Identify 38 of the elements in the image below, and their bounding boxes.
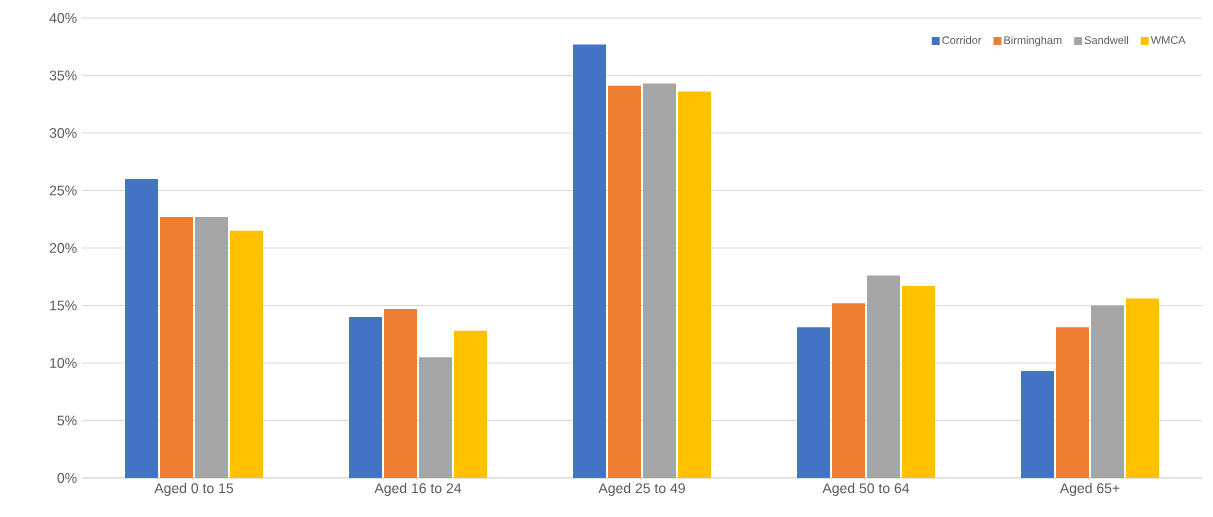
y-tick-label: 40%: [49, 13, 77, 23]
y-tick-label: 30%: [49, 128, 77, 138]
bar: [1091, 305, 1125, 478]
legend-label: Birmingham: [1004, 36, 1062, 47]
x-tick-label: Aged 65+: [1059, 482, 1120, 496]
x-tick-label: Aged 16 to 24: [374, 482, 462, 496]
y-tick-label: 10%: [50, 358, 77, 368]
bar: [797, 327, 831, 478]
x-tick-label: Aged 50 to 64: [822, 482, 910, 496]
legend-label: Corridor: [942, 36, 982, 45]
y-tick-label: 0%: [57, 473, 77, 483]
bar: [1056, 327, 1090, 478]
bar: [678, 91, 712, 478]
bar: [230, 230, 263, 478]
bar: [160, 216, 193, 478]
bar: [454, 330, 488, 478]
bar: [419, 357, 452, 478]
x-tick-label: Aged 25 to 49: [598, 482, 685, 496]
x-tick-label: Aged 0 to 15: [154, 482, 234, 496]
bar: [608, 85, 641, 478]
bar: [384, 308, 417, 478]
bar: [195, 216, 228, 478]
bar: [573, 44, 607, 478]
y-tick-label: 25%: [49, 185, 77, 196]
bar: [867, 275, 901, 478]
bar: [832, 303, 866, 478]
y-tick-label: 5%: [57, 415, 77, 426]
bar: [125, 179, 158, 478]
bar: [1021, 371, 1055, 478]
y-tick-label: 35%: [49, 70, 77, 81]
legend-label: WMCA: [1150, 36, 1186, 44]
y-tick-label: 15%: [50, 300, 77, 311]
y-tick-label: 20%: [49, 243, 77, 253]
bar: [643, 83, 676, 478]
bar: [349, 317, 383, 478]
legend-label: Sandwell: [1084, 36, 1129, 45]
bar: [902, 285, 936, 478]
bar: [1126, 298, 1160, 478]
